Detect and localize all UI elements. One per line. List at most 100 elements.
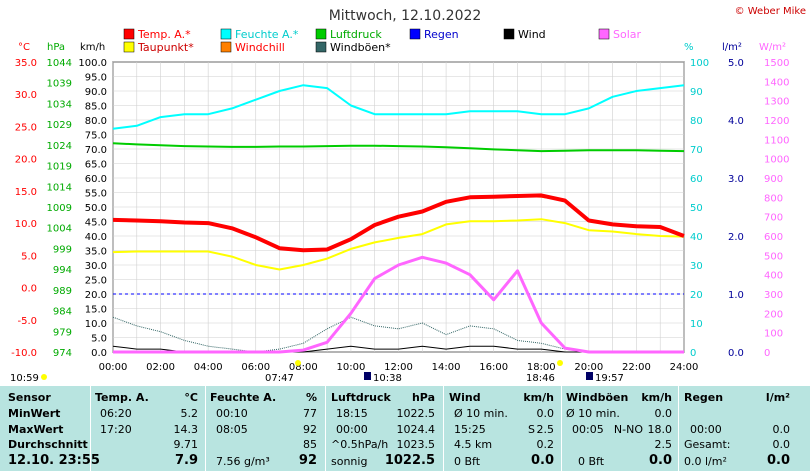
gusts-col-title: Windböen xyxy=(566,391,629,404)
humidity-avg-value: 85 xyxy=(303,438,317,451)
wind-tick-label: 5.0 xyxy=(91,334,107,345)
solar-noon-label: 10:38 xyxy=(373,373,402,384)
solar-tick-label: 700 xyxy=(764,213,783,224)
pressure-trend: ^0.5hPa/h xyxy=(331,438,389,451)
grid xyxy=(112,61,685,353)
legend-swatch xyxy=(598,28,610,40)
gusts-avg10-label: Ø 10 min. xyxy=(566,407,620,420)
rain-tick-label: 0.0 xyxy=(728,348,744,359)
pressure-tick-label: 1034 xyxy=(47,99,72,110)
wind-tick-label: 45.0 xyxy=(85,218,107,229)
humidity-current-value: 92 xyxy=(298,453,317,468)
sun-icon xyxy=(295,360,301,366)
legend-label: Temp. A.* xyxy=(137,28,191,41)
temp-max-value: 14.3 xyxy=(173,423,199,436)
temp-current-value: 7.9 xyxy=(174,453,198,468)
rain-col-title: Regen xyxy=(684,391,724,404)
pressure-avg-value: 1023.5 xyxy=(396,438,436,451)
solar-tick-label: 800 xyxy=(764,193,783,204)
gusts-max-value: 18.0 xyxy=(647,423,673,436)
solar-tick-label: 0 xyxy=(764,348,770,359)
time-tick-label: 04:00 xyxy=(194,362,223,373)
chart-title: Mittwoch, 12.10.2022 xyxy=(329,8,482,24)
wind-tick-label: 90.0 xyxy=(85,87,107,98)
row-label-min: MinWert xyxy=(8,407,61,420)
gusts-max-time: 00:05 xyxy=(572,423,604,436)
row-label-avg: Durchschnitt xyxy=(8,438,88,451)
legend-swatch xyxy=(123,41,135,53)
temp-tick-label: -10.0 xyxy=(11,348,37,359)
series-line xyxy=(112,193,685,253)
wind-max-time: 15:25 xyxy=(454,423,486,436)
temp-col-title: Temp. A. xyxy=(95,391,149,404)
gusts-avg10-value: 0.0 xyxy=(654,407,673,420)
pressure-tick-label: 979 xyxy=(53,327,72,338)
legend-label: Solar xyxy=(613,28,642,41)
wind-avg-value: 0.2 xyxy=(536,438,555,451)
row-label-sensor: Sensor xyxy=(8,391,51,404)
pressure-current-value: 1022.5 xyxy=(384,453,435,468)
rain-col-unit: l/m² xyxy=(765,391,790,404)
moon-icon xyxy=(586,372,593,380)
rain-current-rate: 0.0 l/m² xyxy=(684,455,727,468)
wind-avg10-label: Ø 10 min. xyxy=(454,407,508,420)
legend-swatch xyxy=(123,28,135,40)
temp-tick-label: 5.0 xyxy=(21,251,37,262)
time-markers: 10:59 07:47 10:38 18:46 19:57 xyxy=(10,360,624,384)
wind-tick-label: 40.0 xyxy=(85,232,107,243)
rain-max-time: 00:00 xyxy=(690,423,722,436)
humidity-tick-label: 40 xyxy=(690,232,703,243)
gusts-max-direction: N-NO xyxy=(613,423,643,436)
series-group xyxy=(112,84,685,354)
humidity-tick-label: 50 xyxy=(690,203,703,214)
temp-tick-label: 35.0 xyxy=(15,58,37,69)
time-tick-label: 18:00 xyxy=(527,362,556,373)
row-label-max: MaxWert xyxy=(8,423,64,436)
pressure-tick-label: 994 xyxy=(53,265,72,276)
wind-max-value: 2.5 xyxy=(536,423,555,436)
series-line xyxy=(112,142,685,153)
pressure-col-unit: hPa xyxy=(411,391,435,404)
time-tick-label: 10:00 xyxy=(337,362,366,373)
time-tick-label: 00:00 xyxy=(99,362,128,373)
pressure-axis-unit: hPa xyxy=(47,42,65,53)
solar-end-label: 19:57 xyxy=(595,373,624,384)
gusts-current-value: 0.0 xyxy=(648,453,672,468)
time-tick-label: 14:00 xyxy=(432,362,461,373)
humidity-tick-label: 100 xyxy=(690,58,709,69)
temp-min-value: 5.2 xyxy=(180,407,199,420)
humidity-absolute: 7.56 g/m³ xyxy=(216,455,270,468)
legend-swatch xyxy=(315,41,327,53)
pressure-min-value: 1022.5 xyxy=(396,407,436,420)
humidity-tick-label: 70 xyxy=(690,145,703,156)
series-line xyxy=(112,84,685,130)
legend-label: Windböen* xyxy=(330,41,391,54)
humidity-col-unit: % xyxy=(305,391,317,404)
time-tick-label: 08:00 xyxy=(289,362,318,373)
legend-label: Regen xyxy=(424,28,459,41)
pressure-tick-label: 989 xyxy=(53,286,72,297)
sunrise-label: 07:47 xyxy=(265,373,294,384)
wind-avg10-value: 0.0 xyxy=(536,407,555,420)
wind-axis-unit: km/h xyxy=(80,42,105,53)
moon-icon xyxy=(364,372,371,380)
time-tick-label: 16:00 xyxy=(479,362,508,373)
solar-tick-label: 1200 xyxy=(764,116,789,127)
solar-tick-label: 900 xyxy=(764,174,783,185)
pressure-tick-label: 1039 xyxy=(47,79,72,90)
humidity-min-value: 77 xyxy=(303,407,317,420)
humidity-max-time: 08:05 xyxy=(216,423,248,436)
wind-tick-label: 75.0 xyxy=(85,131,107,142)
pressure-tick-label: 1024 xyxy=(47,141,72,152)
legend-swatch xyxy=(503,28,515,40)
solar-tick-label: 1100 xyxy=(764,135,789,146)
pressure-min-time: 18:15 xyxy=(336,407,368,420)
rain-total-value: 0.0 xyxy=(772,438,791,451)
sunset-label: 18:46 xyxy=(526,373,555,384)
gusts-beaufort: 0 Bft xyxy=(578,455,605,468)
gusts-avg-value: 2.5 xyxy=(654,438,673,451)
pressure-tick-label: 1029 xyxy=(47,120,72,131)
legend-label: Taupunkt* xyxy=(137,41,194,54)
time-tick-label: 22:00 xyxy=(622,362,651,373)
humidity-tick-label: 20 xyxy=(690,290,703,301)
